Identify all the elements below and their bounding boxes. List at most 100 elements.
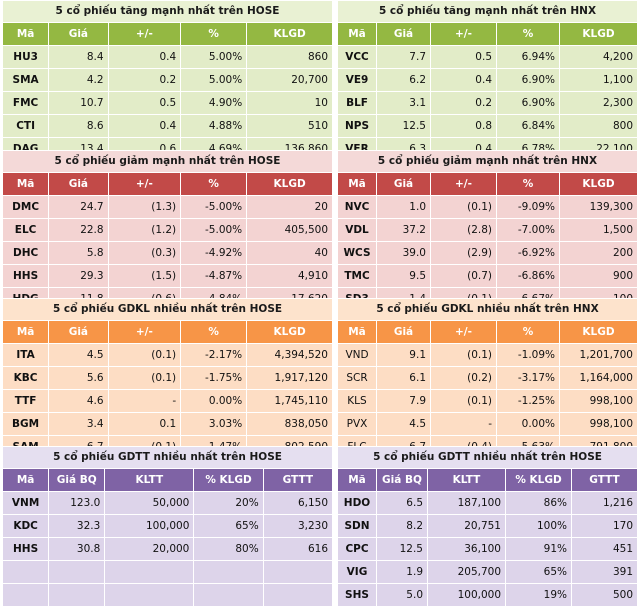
value-cell: 4.90% <box>180 91 248 115</box>
top-volume-hose-table: 5 cổ phiếu GDKL nhiều nhất trên HOSE Mã Gi… <box>1 298 333 459</box>
table-row: ITA 4.5 (0.1) -2.17% 4,394,520 <box>1 343 333 367</box>
section-title: 5 cổ phiếu GDTT nhiều nhất trên HOSE <box>337 446 638 469</box>
ticker-cell: CPC <box>337 537 377 561</box>
table-row: PVX 4.5-0.00% 998,100 <box>337 412 638 436</box>
value-cell: 800 <box>559 114 638 138</box>
table-row: ELC 22.8 (1.2) -5.00% 405,500 <box>1 218 333 242</box>
ticker-cell: HHS <box>1 264 50 288</box>
top-block-trade-hose-table: 5 cổ phiếu GDTT nhiều nhất trên HOSE Mã Gi… <box>1 446 334 607</box>
value-cell: (0.1) <box>430 389 497 413</box>
value-cell: 3.4 <box>48 412 109 436</box>
value-cell: (1.2) <box>107 218 182 242</box>
column-header: Mã <box>1 22 50 46</box>
table-row: TTF 4.6-0.00% 1,745,110 <box>1 389 333 413</box>
column-header: GTTT <box>262 468 334 492</box>
top-gainers-hnx-table: 5 cổ phiếu tăng mạnh nhất trên HNX Mã Giá +… <box>337 0 638 161</box>
table-row: TMC 9.5 (0.7) -6.86% 900 <box>337 264 638 288</box>
value-cell: 4,394,520 <box>246 343 333 367</box>
value-cell: -7.00% <box>496 218 560 242</box>
value-cell: 7.9 <box>376 389 431 413</box>
value-cell: (0.2) <box>430 366 497 390</box>
value-cell: 4.5 <box>376 412 431 436</box>
column-header: KLGD <box>559 320 638 344</box>
column-header: % <box>180 320 248 344</box>
value-cell: 9.5 <box>376 264 431 288</box>
value-cell: (0.7) <box>430 264 497 288</box>
value-cell: 0.4 <box>107 45 182 69</box>
value-cell: 200 <box>559 241 638 265</box>
value-cell: 900 <box>559 264 638 288</box>
column-header: Giá <box>48 320 109 344</box>
table-row: KDC 32.3 100,000 65% 3,230 <box>1 514 334 538</box>
table-row: DMC 24.7 (1.3) -5.00% 20 <box>1 195 333 219</box>
value-cell: 510 <box>246 114 333 138</box>
value-cell: 4.5 <box>48 343 109 367</box>
column-header: % <box>496 22 560 46</box>
value-cell: -6.92% <box>496 241 560 265</box>
ticker-cell: SMA <box>1 68 50 92</box>
ticker-cell: HHS <box>1 537 50 561</box>
ticker-cell: NVC <box>337 195 377 219</box>
table-row: SMA 4.2 0.2 5.00% 20,700 <box>1 68 333 92</box>
value-cell: 19% <box>505 583 572 607</box>
value-cell: 4.88% <box>180 114 248 138</box>
column-header: +/- <box>107 320 182 344</box>
column-header: Mã <box>337 468 377 492</box>
column-header: +/- <box>107 172 182 196</box>
value-cell: 0.5 <box>107 91 182 115</box>
value-cell: 30.8 <box>48 537 106 561</box>
column-header: % <box>180 22 248 46</box>
ticker-cell: VDL <box>337 218 377 242</box>
ticker-cell <box>1 560 50 584</box>
value-cell: 10.7 <box>48 91 109 115</box>
ticker-cell: VCC <box>337 45 377 69</box>
ticker-cell: CTI <box>1 114 50 138</box>
value-cell: 5.6 <box>48 366 109 390</box>
value-cell: 139,300 <box>559 195 638 219</box>
ticker-cell: TTF <box>1 389 50 413</box>
value-cell: 1,216 <box>571 491 638 515</box>
value-cell: 1,500 <box>559 218 638 242</box>
ticker-cell: NPS <box>337 114 377 138</box>
value-cell: -1.09% <box>496 343 560 367</box>
value-cell: 22.8 <box>48 218 109 242</box>
value-cell: 32.3 <box>48 514 106 538</box>
value-cell: 1.0 <box>376 195 431 219</box>
section-title: 5 cổ phiếu GDKL nhiều nhất trên HOSE <box>2 298 333 321</box>
value-cell: 0.00% <box>180 389 248 413</box>
value-cell: -1.25% <box>496 389 560 413</box>
value-cell <box>262 560 334 584</box>
value-cell: 170 <box>571 514 638 538</box>
ticker-cell: ELC <box>1 218 50 242</box>
ticker-cell: BGM <box>1 412 50 436</box>
value-cell: 8.4 <box>48 45 109 69</box>
ticker-cell: KBC <box>1 366 50 390</box>
value-cell: 12.5 <box>376 537 428 561</box>
ticker-cell: DMC <box>1 195 50 219</box>
value-cell: 8.2 <box>376 514 428 538</box>
top-gainers-hose-table: 5 cổ phiếu tăng mạnh nhất trên HOSE Mã Giá… <box>1 0 333 161</box>
column-header: % <box>180 172 248 196</box>
top-block-trade-hose-2-table: 5 cổ phiếu GDTT nhiều nhất trên HOSE Mã Gi… <box>337 446 638 607</box>
value-cell: 40 <box>246 241 333 265</box>
top-volume-hnx-table: 5 cổ phiếu GDKL nhiều nhất trên HNX Mã Giá… <box>337 298 638 459</box>
value-cell: 6.5 <box>376 491 428 515</box>
value-cell: 5.00% <box>180 68 248 92</box>
value-cell: 6.90% <box>496 68 560 92</box>
column-header: Mã <box>1 172 50 196</box>
column-header: Giá <box>376 22 431 46</box>
table-row: SCR 6.1 (0.2) -3.17% 1,164,000 <box>337 366 638 390</box>
value-cell: 500 <box>571 583 638 607</box>
value-cell: 4.6 <box>48 389 109 413</box>
value-cell: -4.92% <box>180 241 248 265</box>
value-cell: 6.94% <box>496 45 560 69</box>
table-row: CPC 12.5 36,100 91% 451 <box>337 537 638 561</box>
column-header: Giá <box>48 22 109 46</box>
column-header: KLGD <box>246 172 333 196</box>
value-cell: 998,100 <box>559 389 638 413</box>
value-cell <box>262 583 334 607</box>
value-cell: 0.5 <box>430 45 497 69</box>
value-cell: -9.09% <box>496 195 560 219</box>
value-cell <box>48 583 106 607</box>
value-cell: -5.00% <box>180 195 248 219</box>
